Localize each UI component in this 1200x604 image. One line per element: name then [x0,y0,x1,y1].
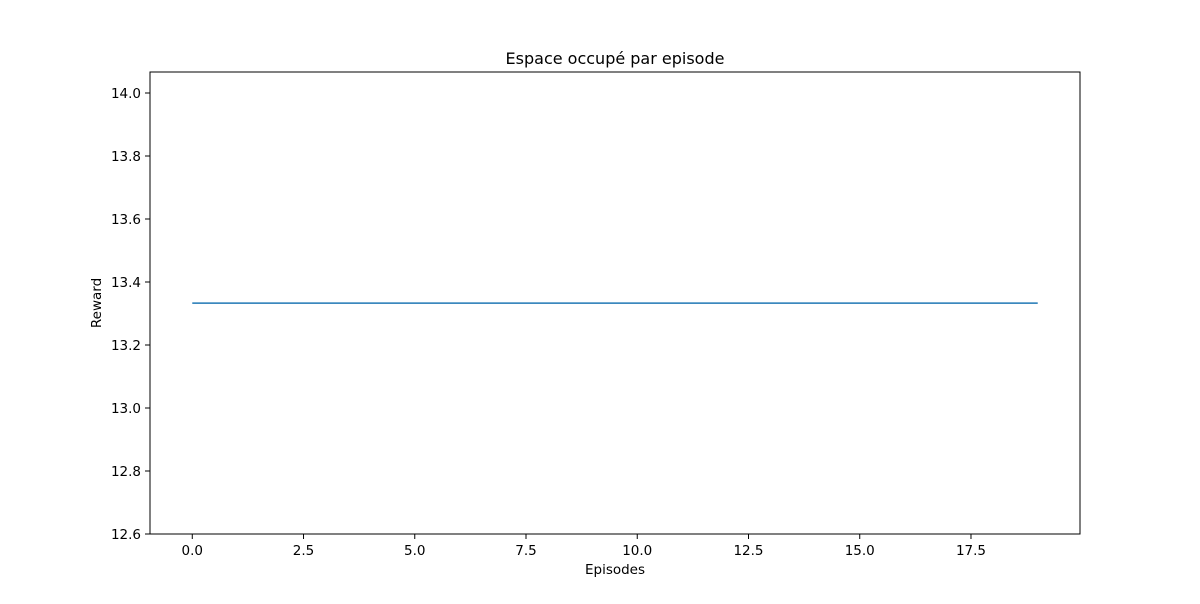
x-axis-label: Episodes [585,562,645,578]
x-tick-label: 7.5 [515,543,536,559]
y-tick-label: 12.6 [111,527,141,543]
y-tick-label: 14.0 [111,86,141,102]
y-tick-label: 13.2 [111,338,141,354]
y-tick-label: 13.8 [111,149,141,165]
x-tick-label: 2.5 [293,543,314,559]
x-tick-label: 10.0 [622,543,652,559]
y-tick-label: 13.4 [111,275,141,291]
y-tick-label: 12.8 [111,464,141,480]
x-axis-ticks: 0.0 2.5 5.0 7.5 10.0 12.5 15.0 17.5 [182,534,986,559]
y-axis-label: Reward [89,278,105,328]
x-tick-label: 0.0 [182,543,203,559]
y-tick-label: 13.6 [111,212,141,228]
plot-frame [149,71,1081,535]
chart-title: Espace occupé par episode [506,49,725,68]
x-tick-label: 5.0 [404,543,425,559]
x-tick-label: 17.5 [956,543,986,559]
y-tick-label: 13.0 [111,401,141,417]
y-axis-ticks: 12.6 12.8 13.0 13.2 13.4 13.6 13.8 14.0 [111,86,150,543]
x-tick-label: 12.5 [733,543,763,559]
x-tick-label: 15.0 [845,543,875,559]
